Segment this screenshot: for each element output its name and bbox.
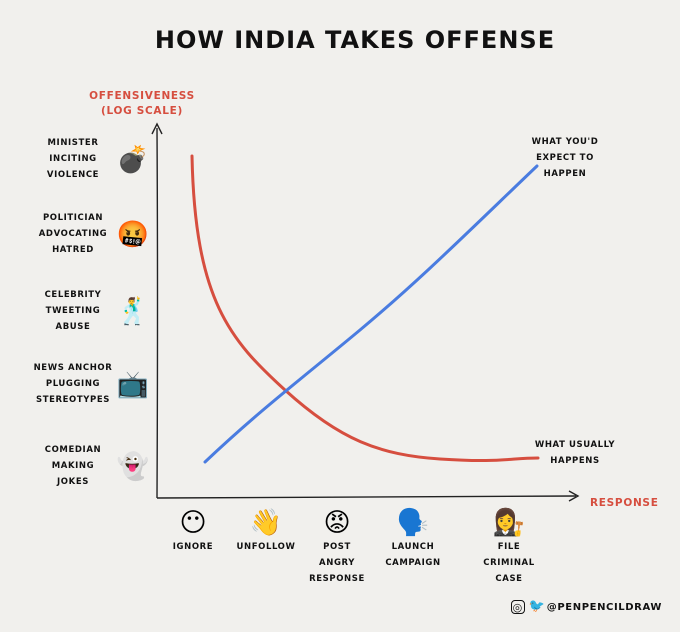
y-axis-label-line: OFFENSIVENESS (89, 90, 195, 102)
x-tick-label: CASE (495, 574, 522, 584)
series-label: HAPPENS (550, 456, 599, 466)
x-tick: 😡 POST ANGRY RESPONSE (309, 508, 365, 584)
x-tick: 🗣️ LAUNCH CAMPAIGN (385, 507, 440, 568)
bomb-icon: 💣 (117, 144, 149, 176)
series-label: WHAT YOU'D (532, 137, 599, 147)
y-axis-label-line: (LOG SCALE) (101, 105, 183, 117)
x-tick-label: UNFOLLOW (237, 542, 296, 552)
series-labels: WHAT YOU'D EXPECT TO HAPPEN WHAT USUALLY HAP… (532, 137, 616, 466)
y-tick: MINISTER INCITING VIOLENCE 💣 (47, 138, 149, 180)
y-tick-label: VIOLENCE (47, 170, 99, 180)
series-label: WHAT USUALLY (535, 440, 616, 450)
x-tick: 👋 UNFOLLOW (237, 508, 296, 552)
x-tick-label: ANGRY (319, 558, 355, 568)
x-tick-label: RESPONSE (309, 574, 365, 584)
y-tick-label: CELEBRITY (45, 290, 102, 300)
y-tick-label: COMEDIAN (45, 445, 101, 455)
x-tick-label: CAMPAIGN (385, 558, 440, 568)
dancing-man-icon: 🕺 (117, 295, 149, 327)
x-tick-label: LAUNCH (392, 542, 435, 552)
x-axis-arrow (568, 490, 580, 502)
y-tick: CELEBRITY TWEETING ABUSE 🕺 (45, 290, 150, 332)
television-icon: 📺 (117, 370, 149, 400)
y-tick-label: STEREOTYPES (36, 395, 110, 405)
series-label: HAPPEN (544, 169, 587, 179)
y-tick-label: NEWS ANCHOR (34, 363, 113, 373)
ghost-icon: 👻 (117, 450, 149, 482)
series-line-what-usually-happens (190, 154, 540, 463)
x-axis-label: RESPONSE (590, 497, 659, 509)
credit: ◎ 🐦 @PENPENCILDRAW (510, 599, 662, 614)
series-label: EXPECT TO (536, 153, 594, 163)
y-tick-label: POLITICIAN (43, 213, 103, 223)
twitter-icon: 🐦 (528, 599, 546, 614)
cursing-face-icon: 🤬 (117, 220, 149, 250)
x-axis-line (156, 495, 577, 499)
y-tick-label: INCITING (49, 154, 97, 164)
y-tick-label: ADVOCATING (39, 229, 108, 239)
y-tick-label: PLUGGING (46, 379, 100, 389)
y-tick: COMEDIAN MAKING JOKES 👻 (45, 445, 149, 487)
y-tick-label: MAKING (52, 461, 94, 471)
y-tick-label: TWEETING (46, 306, 101, 316)
x-tick-label: FILE (498, 542, 521, 552)
x-tick-labels: 😶 IGNORE 👋 UNFOLLOW 😡 POST ANGRY RESPONSE 🗣️ LAUN… (173, 507, 534, 584)
y-tick-label: HATRED (52, 245, 94, 255)
judge-icon: 👩‍⚖️ (493, 507, 525, 538)
x-tick: 👩‍⚖️ FILE CRIMINAL CASE (483, 507, 534, 584)
instagram-icon: ◎ (510, 600, 525, 614)
x-tick-label: IGNORE (173, 542, 213, 552)
y-axis-line (156, 127, 159, 499)
neutral-face-icon: 😶 (179, 508, 206, 538)
x-tick-label: CRIMINAL (483, 558, 534, 568)
y-tick: NEWS ANCHOR PLUGGING STEREOTYPES 📺 (34, 363, 150, 405)
series-line-what-youd-expect (203, 164, 539, 464)
x-tick: 😶 IGNORE (173, 508, 213, 552)
y-tick: POLITICIAN ADVOCATING HATRED 🤬 (39, 213, 149, 255)
y-tick-label: MINISTER (48, 138, 99, 148)
x-tick-label: POST (323, 542, 351, 552)
y-tick-label: JOKES (56, 477, 89, 487)
angry-face-icon: 😡 (323, 508, 350, 538)
y-tick-labels: MINISTER INCITING VIOLENCE 💣 POLITICIAN ADVOC… (34, 138, 150, 487)
y-tick-label: ABUSE (56, 322, 91, 332)
chart-title: HOW INDIA TAKES OFFENSE (155, 26, 555, 54)
y-axis-arrow (151, 122, 163, 135)
speaking-head-icon: 🗣️ (397, 507, 429, 538)
y-axis-label: OFFENSIVENESS (LOG SCALE) (89, 90, 195, 117)
waving-hand-icon: 👋 (250, 508, 282, 538)
credit-handle: @PENPENCILDRAW (546, 601, 662, 613)
